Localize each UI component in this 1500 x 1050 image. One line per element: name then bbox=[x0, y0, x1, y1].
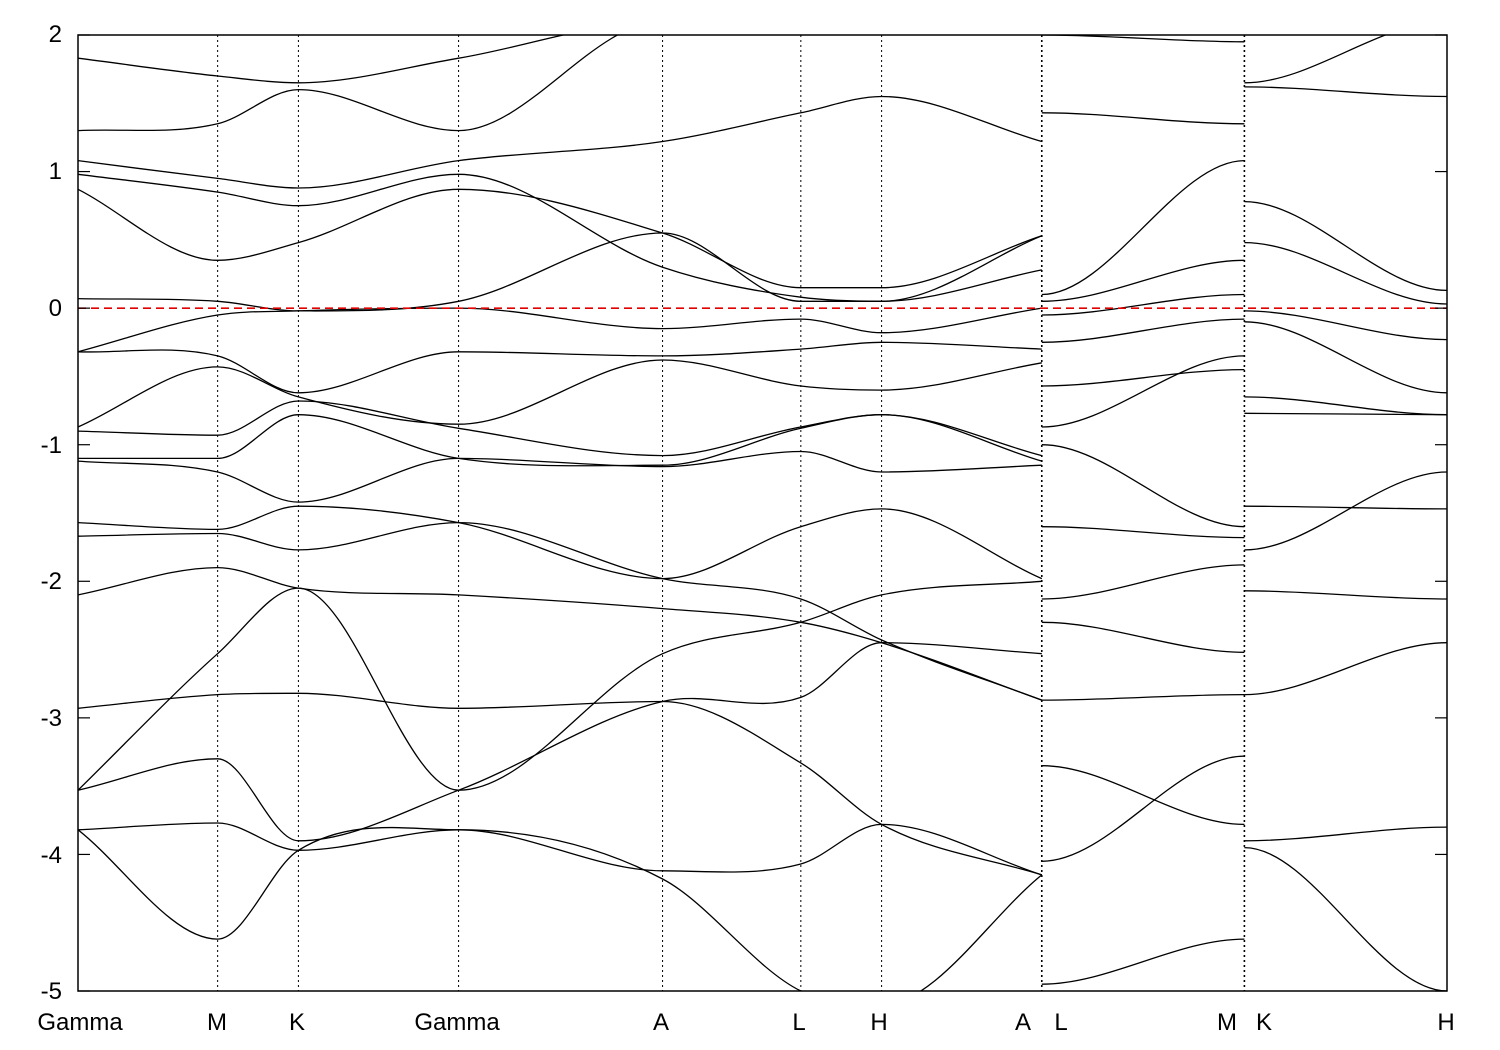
y-tick-label: -1 bbox=[41, 432, 62, 459]
band-line bbox=[1041, 259, 1245, 302]
y-tick-label: -4 bbox=[41, 842, 62, 869]
band-line bbox=[78, 188, 1043, 289]
plot-frame-group bbox=[77, 34, 1448, 992]
k-point-gridlines bbox=[217, 35, 1246, 991]
x-tick-label: A bbox=[1015, 1009, 1031, 1036]
y-tick-labels: 2 1 0 -1 -2 -3 -4 -5 bbox=[41, 21, 62, 1005]
band-line bbox=[1041, 755, 1245, 862]
band-line bbox=[1041, 564, 1245, 600]
band-line bbox=[78, 35, 620, 132]
band-line bbox=[1244, 826, 1447, 842]
band-line bbox=[1041, 368, 1245, 387]
band-line bbox=[1041, 112, 1245, 125]
band-lines bbox=[78, 35, 1447, 991]
x-tick-label: L bbox=[792, 1009, 805, 1036]
y-tick-label: -5 bbox=[41, 978, 62, 1005]
x-tick-label: H bbox=[1437, 1009, 1454, 1036]
band-line bbox=[1041, 293, 1245, 316]
x-tick-label: K bbox=[289, 1009, 305, 1036]
band-line bbox=[1041, 938, 1245, 985]
band-line bbox=[1244, 505, 1447, 510]
band-line bbox=[78, 341, 1042, 394]
band-line bbox=[78, 232, 1042, 312]
band-line bbox=[1041, 526, 1245, 539]
band-line bbox=[78, 826, 1043, 991]
x-tick-label: Gamma bbox=[414, 1009, 500, 1036]
band-line bbox=[1041, 444, 1245, 528]
band-line bbox=[1041, 355, 1245, 428]
band-line bbox=[78, 822, 1042, 876]
band-line bbox=[1244, 321, 1447, 394]
band-line bbox=[78, 35, 566, 84]
band-line bbox=[1041, 159, 1245, 296]
band-line bbox=[78, 450, 1042, 503]
band-line bbox=[1244, 86, 1447, 98]
band-line bbox=[1244, 310, 1447, 341]
x-tick-label: Gamma bbox=[37, 1009, 123, 1036]
band-line bbox=[1041, 765, 1245, 826]
band-line bbox=[1041, 35, 1245, 43]
y-tick-label: 0 bbox=[49, 295, 62, 322]
band-line bbox=[1244, 642, 1447, 696]
band-line bbox=[78, 521, 1043, 701]
x-tick-label: M bbox=[207, 1009, 227, 1036]
x-tick-label: M bbox=[1217, 1009, 1237, 1036]
band-line bbox=[78, 642, 1042, 842]
band-line bbox=[1244, 396, 1447, 416]
band-line bbox=[1244, 846, 1447, 991]
band-line bbox=[1041, 621, 1245, 653]
x-tick-label: H bbox=[870, 1009, 887, 1036]
band-line bbox=[78, 505, 1043, 580]
x-tick-labels: Gamma M K Gamma A L H A L M K H bbox=[37, 1009, 1454, 1036]
plot-frame bbox=[77, 34, 1448, 992]
x-tick-label: A bbox=[653, 1009, 669, 1036]
band-line bbox=[1244, 241, 1447, 305]
band-line bbox=[1041, 318, 1245, 343]
band-line bbox=[1244, 590, 1447, 600]
band-line bbox=[78, 359, 1042, 428]
band-line bbox=[1244, 412, 1447, 416]
band-line bbox=[78, 173, 1043, 302]
band-line bbox=[1041, 693, 1245, 701]
x-tick-label: L bbox=[1054, 1009, 1067, 1036]
band-line bbox=[1244, 35, 1388, 84]
y-tick-label: 2 bbox=[49, 21, 62, 48]
band-line bbox=[78, 692, 1042, 876]
y-tick-label: -2 bbox=[41, 568, 62, 595]
band-line bbox=[78, 307, 1042, 353]
band-line bbox=[1244, 200, 1447, 292]
band-line bbox=[78, 95, 1042, 189]
band-line bbox=[78, 414, 1042, 467]
y-tick-label: -3 bbox=[41, 705, 62, 732]
band-line bbox=[78, 400, 1042, 457]
x-tick-label: K bbox=[1256, 1009, 1272, 1036]
band-line bbox=[78, 566, 1043, 701]
band-line bbox=[1244, 471, 1447, 551]
y-tick-label: 1 bbox=[49, 158, 62, 185]
band-line bbox=[78, 580, 1042, 791]
